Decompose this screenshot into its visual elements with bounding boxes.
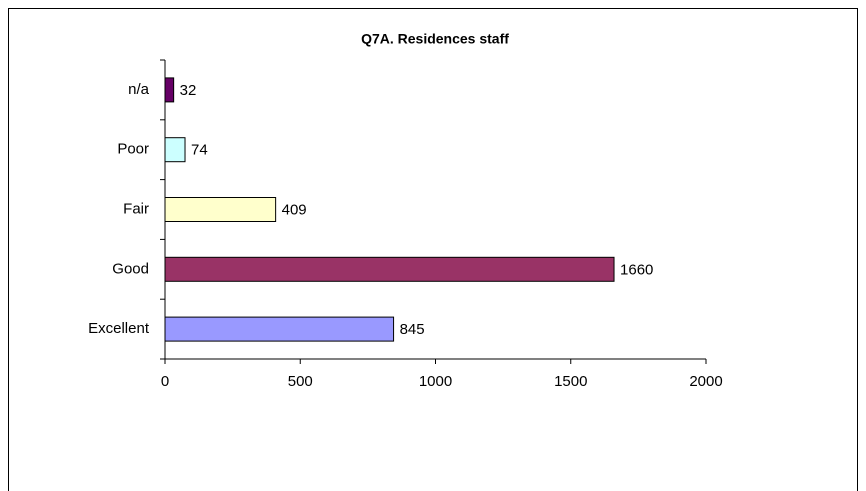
y-tick-label: Excellent [88,320,150,337]
value-label: 845 [400,321,425,338]
bar [164,197,277,222]
value-label: 74 [191,142,208,159]
y-tick-label: n/a [128,81,150,98]
x-tick-label: 1500 [554,373,587,390]
bar [164,256,615,282]
bar [164,137,186,163]
chart-title: Q7A. Residences staff [361,31,509,47]
x-tick-label: 2000 [689,373,722,390]
chart-border [8,8,858,491]
x-tick-label: 500 [288,373,313,390]
value-label: 1660 [620,261,653,278]
value-label: 409 [282,201,307,218]
value-label: 32 [180,82,197,99]
x-tick-label: 1000 [419,373,452,390]
y-tick-label: Poor [117,141,149,158]
bar [164,316,395,342]
x-tick-label: 0 [161,373,169,390]
y-tick-label: Good [112,260,149,277]
bar [164,77,175,103]
y-tick-label: Fair [123,200,149,217]
